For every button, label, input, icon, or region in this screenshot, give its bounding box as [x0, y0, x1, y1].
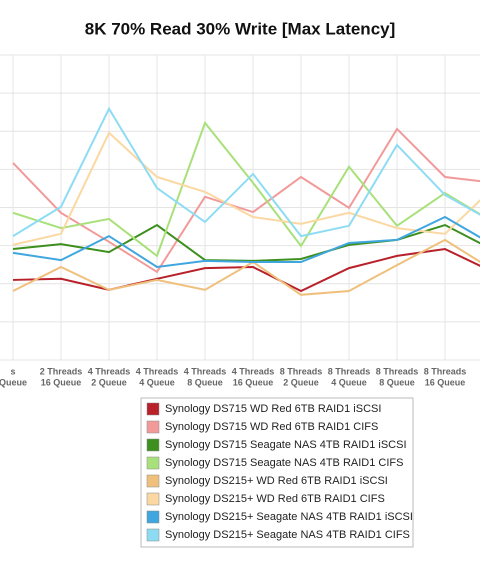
- series-line: [12, 215, 480, 269]
- legend-label: Synology DS715 WD Red 6TB RAID1 CIFS: [165, 421, 378, 433]
- legend-swatch: [146, 456, 160, 470]
- series-line: [12, 120, 480, 258]
- x-tick-label: 2 Queue: [91, 377, 127, 387]
- series-line: [12, 248, 480, 293]
- legend-label: Synology DS215+ Seagate NAS 4TB RAID1 CI…: [165, 529, 410, 541]
- x-tick-label: 4 Threads: [136, 366, 179, 376]
- x-tick-label: 4 Threads: [184, 366, 227, 376]
- series-line: [12, 131, 480, 246]
- x-tick-label: 16 Queue: [425, 377, 466, 387]
- legend-label: Synology DS215+ WD Red 6TB RAID1 iSCSI: [165, 475, 388, 487]
- x-tick-label: 4 Queue: [331, 377, 367, 387]
- x-tick-label: 8 Threads: [424, 366, 467, 376]
- x-tick-label: 2 Threads: [40, 366, 83, 376]
- legend-swatch: [146, 420, 160, 434]
- x-tick-label: 16 Queue: [233, 377, 274, 387]
- legend-label: Synology DS215+ Seagate NAS 4TB RAID1 iS…: [165, 511, 413, 523]
- x-tick-label: s: [10, 366, 15, 376]
- legend-swatch: [146, 438, 160, 452]
- series-line: [12, 127, 480, 274]
- legend-swatch: [146, 474, 160, 488]
- legend-swatch: [146, 402, 160, 416]
- legend-swatch: [146, 528, 160, 542]
- x-tick-label: 8 Threads: [376, 366, 419, 376]
- x-tick-label: 4 Queue: [139, 377, 175, 387]
- legend-box: [140, 397, 414, 548]
- legend-swatch: [146, 492, 160, 506]
- x-tick-label: 8 Queue: [379, 377, 415, 387]
- x-tick-label: 4 Threads: [88, 366, 131, 376]
- x-tick-label: 4 Threads: [232, 366, 275, 376]
- x-tick-label: 8 Threads: [280, 366, 323, 376]
- series-line: [12, 106, 480, 238]
- chart-title: 8K 70% Read 30% Write [Max Latency]: [85, 19, 396, 38]
- x-tick-label: 8 Queue: [187, 377, 223, 387]
- legend-label: Synology DS715 Seagate NAS 4TB RAID1 iSC…: [165, 439, 407, 451]
- x-tick-label: 16 Queue: [41, 377, 82, 387]
- legend-label: Synology DS215+ WD Red 6TB RAID1 CIFS: [165, 493, 385, 505]
- legend-label: Synology DS715 WD Red 6TB RAID1 iSCSI: [165, 403, 381, 415]
- x-tick-label: Queue: [0, 377, 27, 387]
- x-tick-label: 2 Queue: [283, 377, 319, 387]
- legend-label: Synology DS715 Seagate NAS 4TB RAID1 CIF…: [165, 457, 403, 469]
- x-tick-label: 8 Threads: [328, 366, 371, 376]
- legend-swatch: [146, 510, 160, 524]
